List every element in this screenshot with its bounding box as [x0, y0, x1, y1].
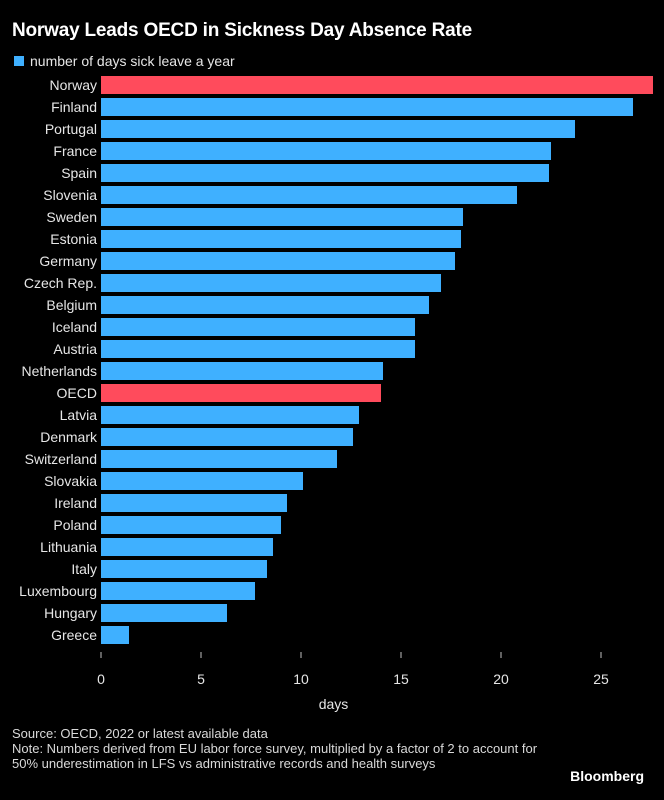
- bar-sweden: [101, 208, 463, 226]
- category-label: Estonia: [50, 231, 97, 247]
- category-label: Latvia: [60, 407, 98, 423]
- bar-germany: [101, 252, 455, 270]
- category-label: Lithuania: [40, 539, 97, 555]
- category-label: Netherlands: [22, 363, 98, 379]
- x-tick-label: 25: [593, 671, 609, 687]
- bar-czech-rep: [101, 274, 441, 292]
- bar-slovenia: [101, 186, 517, 204]
- bar-iceland: [101, 318, 415, 336]
- category-label: Iceland: [52, 319, 97, 335]
- bar-spain: [101, 164, 549, 182]
- x-tick-label: 10: [293, 671, 309, 687]
- bar-luxembourg: [101, 582, 255, 600]
- category-label: Luxembourg: [19, 583, 97, 599]
- bar-portugal: [101, 120, 575, 138]
- category-label: Greece: [51, 627, 97, 643]
- category-label: Poland: [53, 517, 97, 533]
- bar-lithuania: [101, 538, 273, 556]
- bar-oecd: [101, 384, 381, 402]
- bar-france: [101, 142, 551, 160]
- bar-norway: [101, 76, 653, 94]
- bar-belgium: [101, 296, 429, 314]
- category-label: Austria: [53, 341, 97, 357]
- category-label: Slovenia: [43, 187, 97, 203]
- x-tick-label: 5: [197, 671, 205, 687]
- x-tick-label: 0: [97, 671, 105, 687]
- category-label: Belgium: [46, 297, 97, 313]
- category-label: Sweden: [46, 209, 97, 225]
- chart-footer: Source: OECD, 2022 or latest available d…: [12, 726, 542, 771]
- category-label: Portugal: [45, 121, 97, 137]
- x-tick-label: 15: [393, 671, 409, 687]
- chart-legend: number of days sick leave a year: [14, 53, 235, 69]
- source-note: Source: OECD, 2022 or latest available d…: [12, 726, 268, 741]
- bar-chart: Norway Finland Portugal France Spain Slovenia…: [19, 76, 653, 687]
- chart-title: Norway Leads OECD in Sickness Day Absenc…: [12, 20, 473, 41]
- legend-swatch: [14, 56, 24, 66]
- category-label: Hungary: [44, 605, 97, 621]
- category-label: France: [53, 143, 97, 159]
- bar-denmark: [101, 428, 353, 446]
- bar-austria: [101, 340, 415, 358]
- bar-netherlands: [101, 362, 383, 380]
- bar-estonia: [101, 230, 461, 248]
- category-label: Denmark: [40, 429, 98, 445]
- bar-hungary: [101, 604, 227, 622]
- category-label: Finland: [51, 99, 97, 115]
- bar-italy: [101, 560, 267, 578]
- bar-finland: [101, 98, 633, 116]
- legend-label: number of days sick leave a year: [30, 53, 235, 69]
- bar-poland: [101, 516, 281, 534]
- category-label: Norway: [50, 77, 97, 93]
- bar-ireland: [101, 494, 287, 512]
- category-label: Spain: [61, 165, 97, 181]
- category-label: Italy: [71, 561, 97, 577]
- bar-slovakia: [101, 472, 303, 490]
- bar-greece: [101, 626, 129, 644]
- x-tick-label: 20: [493, 671, 509, 687]
- category-label: Germany: [39, 253, 97, 269]
- bar-latvia: [101, 406, 359, 424]
- x-axis-label: days: [318, 696, 349, 712]
- bloomberg-logo: Bloomberg: [570, 768, 644, 784]
- methodology-note: Note: Numbers derived from EU labor forc…: [12, 741, 538, 771]
- category-label: Czech Rep.: [24, 275, 97, 291]
- category-label: OECD: [57, 385, 97, 401]
- category-label: Ireland: [54, 495, 97, 511]
- category-label: Slovakia: [44, 473, 97, 489]
- bar-switzerland: [101, 450, 337, 468]
- category-label: Switzerland: [25, 451, 97, 467]
